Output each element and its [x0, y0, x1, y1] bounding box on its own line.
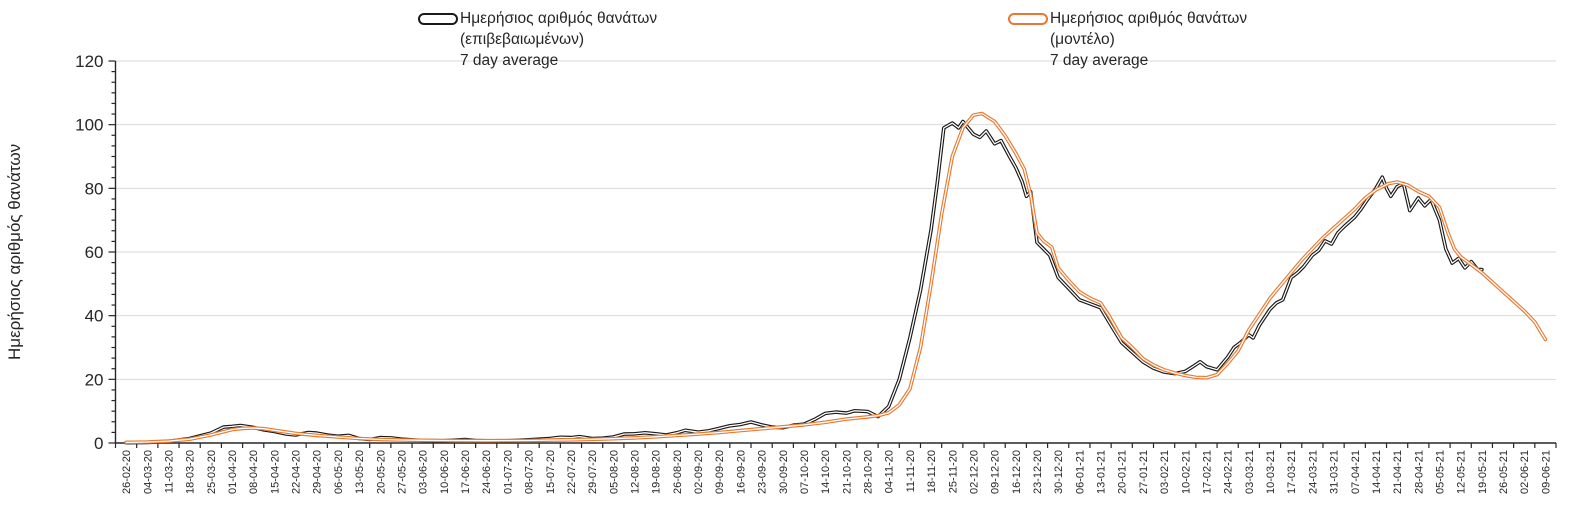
x-tick-label: 22-04-20 [291, 450, 303, 494]
x-tick-label: 25-03-20 [206, 450, 218, 494]
x-tick-label: 11-03-20 [163, 450, 175, 493]
legend-entry-model: Ημερήσιος αριθμός θανάτων (μοντέλο) 7 da… [1008, 8, 1247, 71]
x-tick-label: 16-12-20 [1011, 450, 1023, 494]
x-tick-label: 20-01-21 [1117, 450, 1129, 494]
x-tick-label: 21-10-20 [841, 450, 853, 494]
legend-label-confirmed-line1: Ημερήσιος αριθμός θανάτων [460, 10, 658, 27]
y-tick-label-40: 40 [85, 307, 104, 326]
x-tick-label: 10-06-20 [439, 450, 451, 494]
x-tick-label: 27-05-20 [396, 450, 408, 494]
x-tick-label: 24-03-21 [1307, 450, 1319, 494]
x-tick-label: 14-10-20 [820, 450, 832, 494]
x-tick-label: 09-06-21 [1540, 450, 1552, 494]
x-tick-label: 02-06-21 [1519, 450, 1531, 494]
x-tick-label: 29-04-20 [312, 450, 324, 494]
legend-line-marker-confirmed [418, 13, 458, 25]
x-tick-label: 25-11-20 [947, 450, 959, 493]
legend-label-model-line3: 7 day average [1050, 52, 1149, 69]
x-tick-label: 18-03-20 [185, 450, 197, 494]
x-tick-label: 17-06-20 [460, 450, 472, 494]
x-tick-label: 24-02-21 [1223, 450, 1235, 494]
legend-label-model-line2: (μοντέλο) [1050, 31, 1115, 48]
x-tick-label: 03-03-21 [1244, 450, 1256, 494]
y-tick-label-20: 20 [85, 370, 104, 389]
series-line-confirmed [124, 119, 1484, 445]
x-tick-label: 04-03-20 [142, 450, 154, 494]
y-tick-label-0: 0 [94, 434, 103, 453]
x-tick-label: 26-08-20 [672, 450, 684, 494]
x-tick-label: 02-12-20 [968, 450, 980, 494]
x-tick-label: 17-02-21 [1201, 450, 1213, 494]
x-tick-label: 14-04-21 [1371, 450, 1383, 494]
x-tick-label: 10-02-21 [1180, 450, 1192, 494]
x-tick-label: 23-12-20 [1032, 450, 1044, 494]
x-tick-label: 19-08-20 [651, 450, 663, 494]
y-tick-label-60: 60 [85, 243, 104, 262]
x-tick-label: 06-01-21 [1074, 450, 1086, 494]
x-tick-label: 10-03-21 [1265, 450, 1277, 494]
x-tick-label: 05-05-21 [1434, 450, 1446, 494]
series-line-core-confirmed [125, 120, 1483, 444]
x-tick-label: 30-09-20 [778, 450, 790, 494]
x-tick-label: 27-01-21 [1138, 450, 1150, 494]
x-tick-label: 23-09-20 [757, 450, 769, 494]
y-tick-label-120: 120 [75, 52, 103, 71]
x-tick-label: 12-05-21 [1456, 450, 1468, 494]
x-tick-label: 09-12-20 [990, 450, 1002, 494]
x-tick-label: 13-01-21 [1096, 450, 1108, 494]
x-tick-label: 08-07-20 [524, 450, 536, 494]
x-tick-label: 22-07-20 [566, 450, 578, 494]
x-tick-label: 04-11-20 [884, 450, 896, 493]
x-tick-label: 12-08-20 [630, 450, 642, 494]
x-tick-label: 07-04-21 [1350, 450, 1362, 494]
x-tick-label: 05-08-20 [608, 450, 620, 494]
x-tick-label: 16-09-20 [735, 450, 747, 494]
x-tick-label: 19-05-21 [1477, 450, 1489, 494]
x-tick-label: 09-09-20 [714, 450, 726, 494]
x-tick-label: 18-11-20 [926, 450, 938, 493]
x-tick-label: 26-05-21 [1498, 450, 1510, 494]
x-tick-label: 15-04-20 [269, 450, 281, 494]
x-tick-label: 29-07-20 [587, 450, 599, 494]
y-tick-label-80: 80 [85, 179, 104, 198]
legend-label-model-line1: Ημερήσιος αριθμός θανάτων [1050, 10, 1248, 27]
y-tick-label-100: 100 [75, 116, 103, 135]
x-tick-label: 08-04-20 [248, 450, 260, 494]
series-line-core-model [125, 112, 1547, 444]
legend-label-confirmed-line3: 7 day average [460, 52, 559, 69]
x-tick-label: 31-03-21 [1329, 450, 1341, 494]
x-tick-label: 26-02-20 [121, 450, 133, 494]
x-tick-label: 24-06-20 [481, 450, 493, 494]
series-line-model [124, 111, 1548, 445]
x-tick-label: 06-05-20 [333, 450, 345, 494]
x-tick-label: 28-10-20 [863, 450, 875, 494]
x-tick-label: 17-03-21 [1286, 450, 1298, 494]
x-tick-label: 01-04-20 [227, 450, 239, 494]
x-tick-label: 11-11-20 [905, 450, 917, 492]
x-tick-label: 21-04-21 [1392, 450, 1404, 494]
x-tick-label: 07-10-20 [799, 450, 811, 494]
x-tick-label: 03-02-21 [1159, 450, 1171, 494]
legend-label-confirmed-line2: (επιβεβαιωμένων) [460, 31, 585, 48]
x-tick-label: 20-05-20 [375, 450, 387, 494]
legend-entry-confirmed: Ημερήσιος αριθμός θανάτων (επιβεβαιωμένω… [418, 8, 657, 71]
x-tick-label: 13-05-20 [354, 450, 366, 494]
x-tick-label: 28-04-21 [1413, 450, 1425, 494]
legend-line-marker-model [1008, 13, 1048, 25]
x-tick-label: 03-06-20 [418, 450, 430, 494]
x-tick-label: 01-07-20 [502, 450, 514, 494]
x-tick-label: 30-12-20 [1053, 450, 1065, 494]
x-tick-label: 15-07-20 [545, 450, 557, 494]
x-tick-label: 02-09-20 [693, 450, 705, 494]
